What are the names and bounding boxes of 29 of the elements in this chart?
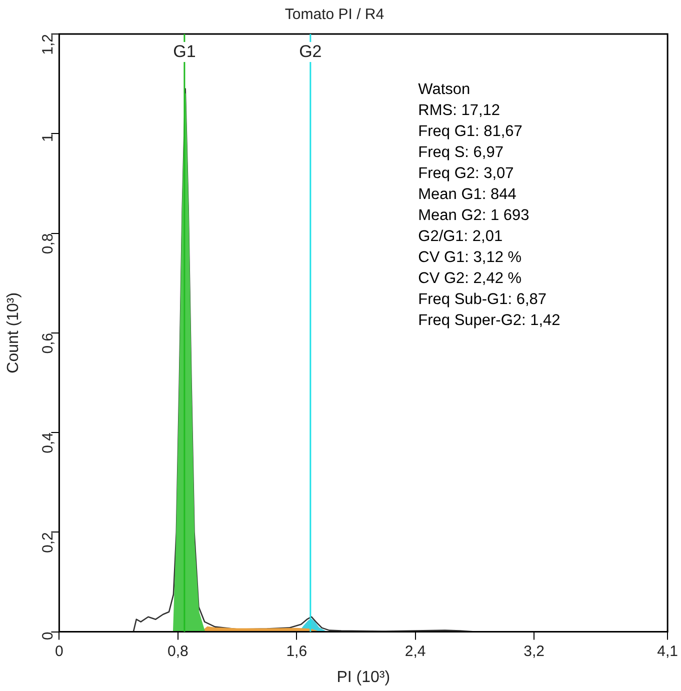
x-tick-label: 2,4: [404, 642, 426, 660]
y-tick-label: 0,4: [39, 432, 56, 454]
annotation: G2/G1: 2,01: [418, 228, 503, 246]
x-tick-label: 0,8: [167, 642, 188, 660]
annotation: Freq G1: 81,67: [418, 123, 522, 140]
y-tick-label: 0,8: [39, 233, 56, 254]
annotation: Watson: [418, 81, 470, 98]
annotation: CV G2: 2,42 %: [418, 270, 522, 288]
annotation: CV G1: 3,12 %: [418, 249, 522, 266]
annotation: Mean G1: 844: [418, 186, 517, 204]
annotation: Mean G2: 1 693: [418, 207, 530, 224]
y-tick-label: 0,6: [39, 332, 56, 354]
annotation: Freq S: 6,97: [418, 144, 504, 162]
ref-line-label: G2: [299, 42, 322, 62]
annotation: RMS: 17,12: [418, 102, 500, 120]
x-tick-label: 1,6: [286, 642, 308, 660]
y-tick-label: 0: [39, 632, 56, 640]
y-axis-title: Count (10³): [5, 292, 22, 374]
annotation: Freq Super-G2: 1,42: [418, 312, 560, 330]
y-tick-label: 0,2: [39, 532, 56, 554]
y-tick-label: 1: [39, 134, 56, 142]
x-tick-label: 4,1: [657, 642, 678, 660]
y-tick-label: 1,2: [39, 34, 56, 55]
annotation: Freq G2: 3,07: [418, 165, 514, 182]
ref-line-label: G1: [173, 42, 196, 62]
x-axis-title: PI (10³): [336, 668, 390, 686]
chart-title: Tomato PI / R4: [284, 6, 384, 24]
annotation: Freq Sub-G1: 6,87: [418, 291, 547, 308]
x-tick-label: 3,2: [524, 642, 544, 660]
